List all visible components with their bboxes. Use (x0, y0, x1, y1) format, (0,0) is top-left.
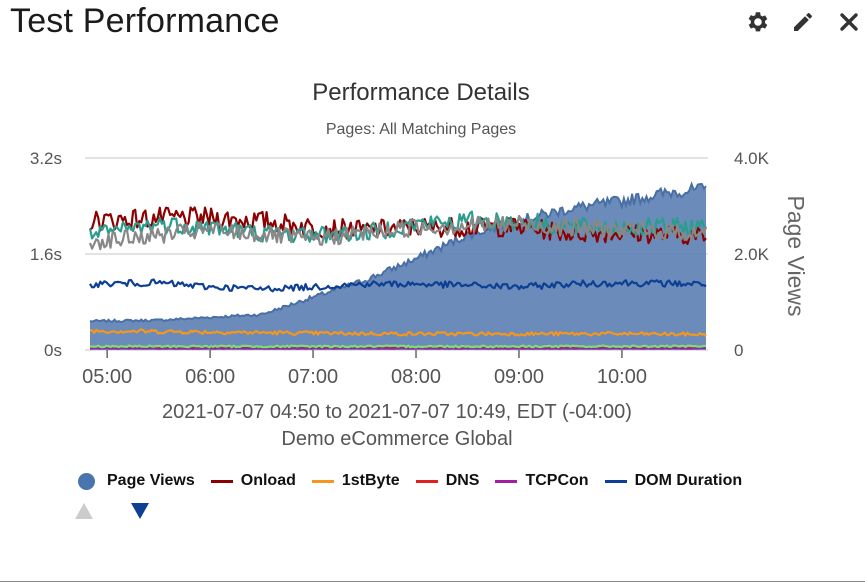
x-tick-label: 09:00 (494, 366, 544, 388)
page-views-area (89, 181, 707, 350)
legend-item-dns[interactable]: DNS (415, 472, 480, 490)
triangle-down-icon[interactable] (130, 502, 150, 525)
legend-swatch (495, 479, 518, 483)
widget-toolbar (743, 8, 863, 36)
page-views-line (89, 181, 707, 324)
y-left-tick-label: 3.2s (30, 149, 62, 168)
legend-swatch (604, 479, 627, 483)
series-6-line (88, 210, 707, 244)
dom-duration-line (89, 278, 707, 293)
y-left-tick-label: 1.6s (30, 245, 62, 264)
legend-item-1stbyte[interactable]: 1stByte (311, 472, 400, 490)
legend-label: 1stByte (341, 472, 400, 489)
y2-axis-label: Page Views (783, 195, 809, 316)
legend-swatch (311, 479, 334, 483)
x-tick-label: 05:00 (82, 366, 132, 388)
legend-item-tcpcon[interactable]: TCPCon (495, 472, 589, 490)
series-8-line (89, 344, 707, 349)
y-right-tick-label: 4.0K (734, 149, 770, 168)
pencil-icon[interactable] (789, 8, 817, 36)
close-icon[interactable] (835, 8, 863, 36)
chart-legend: Page Views Onload 1stByte DNS TCPCon DOM Dura… (78, 472, 758, 490)
legend-pager (74, 502, 150, 525)
legend-label: Page Views (107, 472, 195, 489)
triangle-up-icon[interactable] (74, 502, 94, 525)
legend-item-onload[interactable]: Onload (210, 472, 296, 490)
x-tick-label: 06:00 (185, 366, 235, 388)
legend-item-dom-duration[interactable]: DOM Duration (604, 472, 743, 490)
legend-label: TCPCon (525, 472, 589, 489)
x-tick-label: 07:00 (288, 366, 338, 388)
x-tick-label: 10:00 (597, 366, 647, 388)
performance-chart: Performance Details Pages: All Matching … (30, 79, 809, 450)
tcpcon-line (90, 346, 707, 350)
chart-subtitle: Pages: All Matching Pages (326, 121, 516, 138)
widget-title: Test Performance (10, 2, 280, 40)
y-right-tick-label: 2.0K (734, 245, 770, 264)
x-axis-label-2: Demo eCommerce Global (281, 428, 512, 450)
y-left-tick-label: 0s (44, 341, 62, 360)
x-axis-label: 2021-07-07 04:50 to 2021-07-07 10:49, ED… (162, 401, 632, 423)
legend-swatch (415, 479, 438, 483)
legend-label: Onload (240, 472, 296, 489)
x-tick-label: 08:00 (391, 366, 441, 388)
legend-label: DNS (445, 472, 480, 489)
legend-item-page-views[interactable]: Page Views (78, 472, 195, 490)
series-7-line (88, 215, 708, 251)
legend-swatch (78, 472, 95, 490)
1stbyte-line (89, 328, 707, 337)
gear-icon[interactable] (743, 8, 771, 36)
legend-label: DOM Duration (634, 472, 743, 489)
y-right-tick-label: 0 (734, 341, 743, 360)
chart-title: Performance Details (312, 79, 529, 106)
axes: 0s 0 1.6s 2.0K 3.2s 4.0K 05:00 06:00 07:00 08:00 0… (30, 149, 770, 388)
legend-swatch (210, 479, 233, 483)
series-lines (88, 206, 708, 350)
